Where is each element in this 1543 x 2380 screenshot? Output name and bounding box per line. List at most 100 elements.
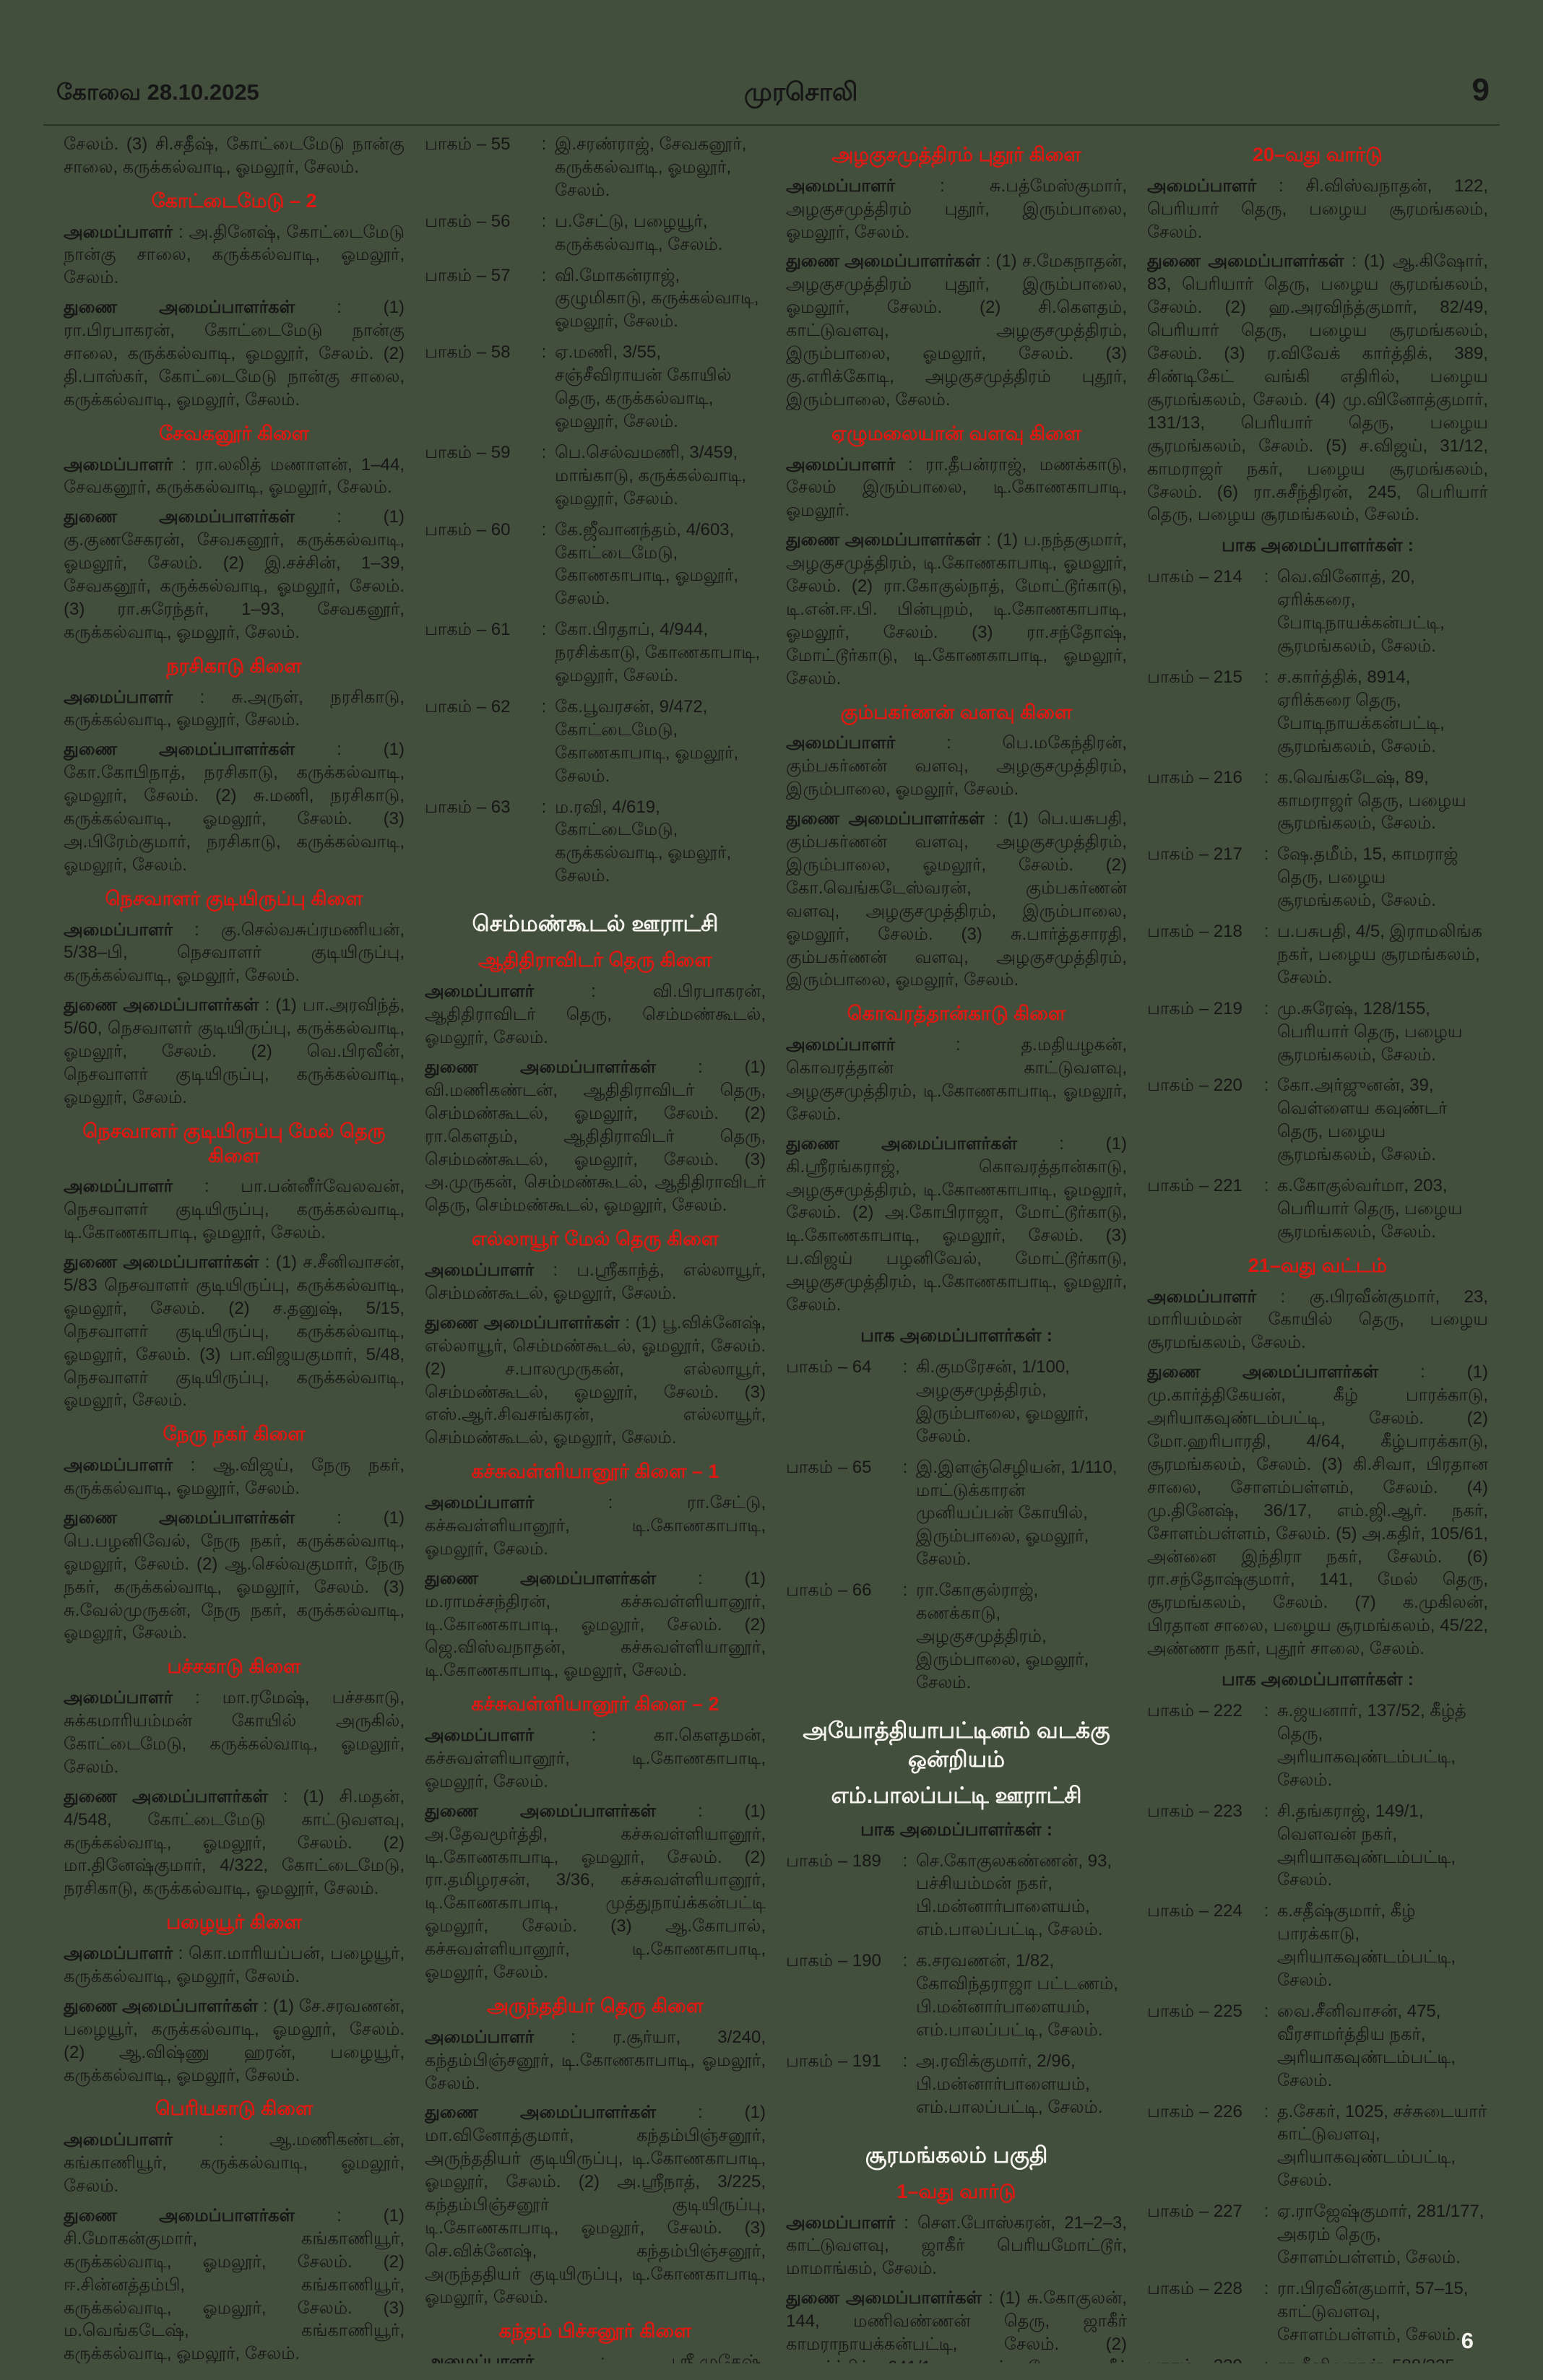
role-label: அமைப்பாளர் (64, 1455, 173, 1476)
role-text: : மா.ரமேஷ், பச்சகாடு, சுக்கமாரியம்மன் கோ… (64, 1688, 405, 1777)
role-label: அமைப்பாளர் (425, 1493, 535, 1513)
role-text: : சி.விஸ்வநாதன், 122, பெரியார் தெரு, பழை… (1147, 176, 1488, 242)
part-colon: : (1263, 1176, 1269, 1196)
role-label: அமைப்பாளர் (425, 1726, 535, 1746)
subsection-heading: பாக அமைப்பாளர்கள் : (860, 1325, 1053, 1346)
part-label: பாகம் – 228 (1147, 2278, 1242, 2298)
part-row: பாகம் – 218: ப.பசுபதி, 4/5, இராமலிங்க நகர… (1147, 920, 1488, 990)
part-row: பாகம் – 224: க.சதீஷ்குமார், கீழ் பாரக்காட… (1147, 1900, 1488, 1992)
role-label: அமைப்பாளர் (64, 2130, 173, 2150)
part-text: கோ.அர்ஜுனன், 39, வெள்ளைய கவுண்டர் தெரு, … (1277, 1076, 1448, 1165)
part-text: க.சரவணன், 1/82, கோவிந்தராஜா பட்டணம், பி.… (916, 1951, 1119, 2040)
part-row: பாகம் – 223: சி.தங்கராஜ், 149/1, வெளவன் ந… (1147, 1800, 1488, 1892)
role-label: அமைப்பாளர் (786, 454, 896, 475)
organizer-paragraph: அமைப்பாளர் : ஆ.மணிகண்டன், கங்காணியூர், க… (64, 2129, 405, 2198)
part-row: பாகம் – 225: வை.சீனிவாசன், 475, வீரசாமர்த… (1147, 2000, 1488, 2093)
role-label: அமைப்பாளர் (64, 1944, 173, 1964)
part-label: பாகம் – 57 (425, 265, 511, 285)
part-colon: : (1263, 2001, 1269, 2021)
branch-heading: சேவகனூர் கிளை (158, 422, 310, 444)
part-label: பாகம் – 63 (425, 797, 511, 817)
organizer-paragraph: அமைப்பாளர் : செள.போஸ்கரன், 21–2–3, காட்ட… (786, 2212, 1127, 2281)
role-label: துணை அமைப்பாளர்கள் (64, 995, 259, 1016)
role-text: : (1) சே.சரவணன், பழையூர், கருக்கல்வாடி, … (64, 1996, 405, 2085)
part-row: பாகம் – 190: க.சரவணன், 1/82, கோவிந்தராஜா … (786, 1950, 1127, 2042)
part-row: பாகம் – 61: கோ.பிரதாப், 4/944, நரசிக்காடு… (425, 618, 766, 688)
organizer-paragraph: அமைப்பாளர் : ஸ்ரீ.முகேஷ், கந்தம்பிஞ்சனூர… (425, 2350, 766, 2363)
branch-heading: நேரு நகர் கிளை (163, 1423, 306, 1445)
role-text: : ரா.சேட்டு, கச்சுவள்ளியானூர், டி.கோணகாப… (425, 1493, 766, 1559)
branch-heading: ஏழுமலையான் வளவு கிளை (831, 422, 1082, 444)
role-text: : (1) கோ.கோபிநாத், நரசிகாடு, கருக்கல்வாட… (64, 740, 405, 875)
part-colon: : (902, 1951, 908, 1971)
part-label: பாகம் – 189 (786, 1851, 881, 1871)
role-text: : (1) பூ.விக்னேஷ், எல்லாயூர், செம்மண்கூட… (425, 1312, 766, 1448)
role-label: துணை அமைப்பாளர்கள் (786, 251, 981, 272)
role-text: : த.மதியழகன், கொவரத்தான் காட்டுவளவு, அழக… (786, 1035, 1127, 1124)
branch-heading: கும்பகர்ணன் வளவு கிளை (840, 701, 1073, 723)
role-label: துணை அமைப்பாளர்கள் (786, 530, 981, 550)
organizer-paragraph: அமைப்பாளர் : ர.சூர்யா, 3/240, கந்தம்பிஞ்… (425, 2026, 766, 2095)
part-label: பாகம் – 60 (425, 519, 511, 540)
column-3: அழகுசமுத்திரம் புதூர் கிளை அமைப்பாளர் : ச… (786, 133, 1127, 2363)
part-row: பாகம் – 65: இ.இளஞ்செழியன், 1/110, மாட்டுக… (786, 1456, 1127, 1572)
edition-date: கோவை 28.10.2025 (56, 79, 259, 105)
part-label: பாகம் – 56 (425, 211, 511, 231)
organizer-paragraph: அமைப்பாளர் : பா.பன்னீர்வேலவன், நெசவாளர் … (64, 1175, 405, 1245)
part-row: பாகம் – 219: மு.சுரேஷ், 128/155, பெரியார்… (1147, 998, 1488, 1067)
part-label: பாகம் – 220 (1147, 1076, 1242, 1096)
part-row: பாகம் – 62: கே.பூவரசன், 9/472, கோட்டைமேடு… (425, 696, 766, 788)
part-label: பாகம் – 229 (1147, 2355, 1255, 2363)
role-label: துணை அமைப்பாளர்கள் (64, 1786, 269, 1806)
role-label: அமைப்பாளர் (64, 222, 173, 242)
role-text: : சு.அருள், நரசிகாடு, கருக்கல்வாடி, ஓமலூ… (64, 687, 405, 730)
part-row: பாகம் – 217: ஷே.தமீம், 15, காமராஜ் தெரு, … (1147, 843, 1488, 912)
role-text: : (1) சு.கோகுலன், 144, மணிவண்ணன் தெரு, ஜ… (786, 2288, 1127, 2363)
role-label: துணை அமைப்பாளர்கள் (425, 1801, 657, 1821)
part-colon: : (1263, 2101, 1269, 2121)
footer-page-number: 6 (1461, 2328, 1474, 2353)
branch-heading: பச்சகாடு கிளை (167, 1656, 301, 1678)
part-colon: : (541, 620, 547, 640)
part-colon: : (541, 211, 547, 231)
part-text: த.சேகர், 1025, சச்சுடையார் காட்டுவளவு, அ… (1277, 2101, 1487, 2191)
organizer-paragraph: அமைப்பாளர் : ரா.லலித் மணாளன், 1–44, சேவக… (64, 454, 405, 500)
role-label: அமைப்பாளர் (425, 1260, 535, 1281)
part-row: பாகம் – 216: க.வெங்கடேஷ், 89, காமராஜர் தெ… (1147, 766, 1488, 836)
organizer-paragraph: துணை அமைப்பாளர்கள் : (1) ச.சீனிவாசன், 5/… (64, 1251, 405, 1412)
organizer-paragraph: துணை அமைப்பாளர்கள் : (1) ரா.பிரபாகரன், க… (64, 296, 405, 412)
organizer-paragraph: அமைப்பாளர் : ரா.சேட்டு, கச்சுவள்ளியானூர்… (425, 1492, 766, 1561)
part-colon: : (541, 134, 547, 154)
branch-heading: 20–வது வார்டு (1253, 144, 1383, 165)
organizer-paragraph: அமைப்பாளர் : வி.பிரபாகரன், ஆதிதிராவிடர் … (425, 980, 766, 1050)
part-text: ஷே.தமீம், 15, காமராஜ் தெரு, பழைய சூரமங்க… (1277, 844, 1458, 911)
role-label: துணை அமைப்பாளர்கள் (64, 740, 295, 760)
branch-heading: கோட்டைமேடு – 2 (151, 189, 317, 212)
part-colon: : (1263, 1701, 1269, 1721)
part-label: பாகம் – 225 (1147, 2001, 1242, 2021)
part-row: பாகம் – 215: ச.கார்த்திக், 8914, ஏரிக்கரை… (1147, 666, 1488, 758)
role-text: : (1) பெ.பழனிவேல், நேரு நகர், கருக்கல்வா… (64, 1507, 405, 1643)
part-row: பாகம் – 228: ரா.பிரவீன்குமார், 57–15, காட… (1147, 2277, 1488, 2347)
part-text: கே.பூவரசன், 9/472, கோட்டைமேடு, கோணகாபாடி… (555, 696, 739, 786)
part-text: அ.ரவிக்குமார், 2/96, பி.மன்னார்பாளையம், … (916, 2051, 1103, 2117)
role-text: : (1) ச.மேகநாதன், அழகுசமுத்திரம் புதூர்,… (786, 251, 1127, 410)
organizer-paragraph: துணை அமைப்பாளர்கள் : (1) பெ.யசுபதி, கும்… (786, 808, 1127, 992)
organizer-paragraph: துணை அமைப்பாளர்கள் : (1) பா.அரவிந்த், 5/… (64, 994, 405, 1109)
organizer-paragraph: அமைப்பாளர் : அ.தினேஷ், கோட்டைமேடு நான்கு… (64, 221, 405, 290)
section-heading: செம்மண்கூடல் ஊராட்சி (472, 911, 719, 937)
role-text: : (1) ச.சீனிவாசன், 5/83 நெசவாளர் குடியிர… (64, 1252, 405, 1411)
part-text: கி.குமரேசன், 1/100, அழகுசமுத்திரம், இரும… (916, 1356, 1089, 1446)
part-text: வெ.வினோத், 20, ஏரிக்கரை, போடிநாயக்கன்பட்… (1277, 567, 1445, 657)
part-row: பாகம் – 227: ஏ.ராஜேஷ்குமார், 281/177, அகர… (1147, 2200, 1488, 2269)
role-text: : (1) வி.மணிகண்டன், ஆதிதிராவிடர் தெரு, ச… (425, 1057, 766, 1216)
part-text: ரா.பிரவீன்குமார், 57–15, காட்டுவளவு, சோள… (1277, 2278, 1469, 2345)
role-label: துணை அமைப்பாளர்கள் (64, 1996, 259, 2016)
branch-heading: நரசிகாடு கிளை (166, 654, 302, 677)
part-text: ச.கார்த்திக், 8914, ஏரிக்கரை தெரு, போடிந… (1277, 667, 1445, 756)
role-text: : (1) கு.குணசேகரன், சேவகனூர், கருக்கல்வா… (64, 507, 405, 642)
part-colon: : (1255, 2355, 1277, 2363)
part-colon: : (1263, 2202, 1269, 2222)
role-text: : (1) சி.மதன், 4/548, கோட்டைமேடு காட்டுவ… (64, 1786, 405, 1899)
branch-heading: 21–வது வட்டம் (1248, 1254, 1388, 1276)
